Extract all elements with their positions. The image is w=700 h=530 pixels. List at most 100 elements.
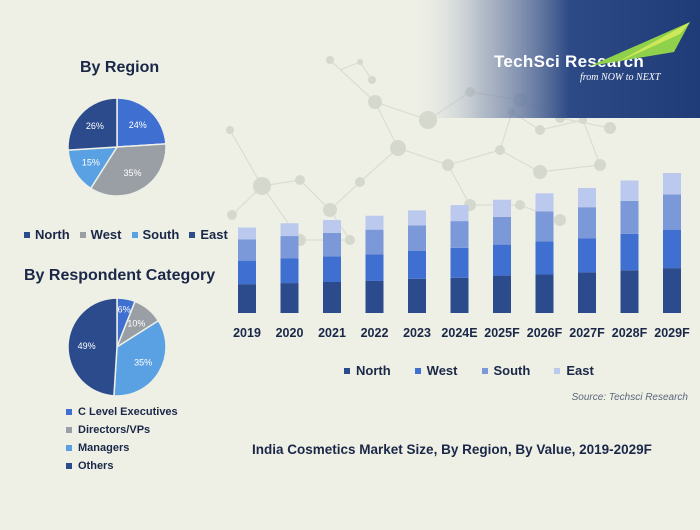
- legend-swatch: [66, 463, 72, 469]
- bar-legend-west: West: [414, 363, 458, 378]
- x-tick-label: 2024E: [441, 326, 477, 340]
- bar-east-2027f: [578, 187, 596, 208]
- legend-item-east: East: [189, 227, 228, 242]
- bar-south-2028f: [620, 200, 639, 234]
- bar-east-2029f: [663, 173, 681, 195]
- respondent-pie-chart: 6% 10% 35% 49%: [67, 297, 167, 397]
- legend-swatch: [24, 231, 30, 238]
- respondent-slice-label: 35%: [134, 357, 152, 367]
- bar-legend-east: East: [554, 363, 594, 378]
- x-tick-label: 2029F: [654, 326, 690, 340]
- x-tick-label: 2021: [318, 326, 346, 340]
- legend-swatch: [189, 231, 196, 238]
- x-tick-label: 2025F: [484, 326, 520, 340]
- bar-south-2021: [323, 232, 341, 257]
- region-slice-east: [67, 97, 118, 151]
- legend-item-north: North: [24, 227, 70, 242]
- bar-west-2022: [365, 254, 384, 281]
- legend-label: East: [200, 227, 228, 242]
- bar-south-2020: [280, 236, 299, 259]
- region-slice-label: 24%: [129, 120, 147, 130]
- bar-north-2022: [365, 280, 384, 313]
- legend-label: C Level Executives: [78, 406, 178, 418]
- source-note: Source: Techsci Research: [571, 392, 688, 403]
- brand-name: TechSci Research: [494, 52, 645, 71]
- bar-east-2026f: [535, 193, 554, 212]
- legend-label: West: [90, 227, 122, 242]
- bar-north-2025f: [493, 275, 511, 313]
- legend-swatch: [79, 231, 86, 238]
- legend-label: West: [426, 363, 458, 378]
- bar-south-2025f: [493, 216, 511, 245]
- bar-west-2029f: [663, 229, 681, 269]
- region-slice-north: [116, 97, 167, 148]
- bar-north-2026f: [535, 274, 554, 313]
- legend-swatch: [344, 367, 350, 374]
- region-slice-label: 35%: [123, 168, 141, 178]
- bar-north-2019: [238, 284, 256, 313]
- bar-legend-north: North: [344, 363, 391, 378]
- bar-east-2023: [408, 210, 426, 226]
- x-tick-label: 2019: [233, 326, 261, 340]
- bar-legend: North West South East: [344, 363, 594, 378]
- x-tick-label: 2023: [403, 326, 431, 340]
- bar-west-2026f: [535, 241, 554, 275]
- bar-east-2024e: [450, 205, 469, 222]
- bar-west-2027f: [578, 238, 596, 273]
- logo-mark-icon: [590, 22, 690, 66]
- bar-legend-south: South: [481, 363, 531, 378]
- legend-item-south: South: [131, 227, 180, 242]
- x-tick-label: 2028F: [612, 326, 648, 340]
- legend-item-west: West: [79, 227, 122, 242]
- brand-corner-background: [410, 0, 700, 118]
- respondent-legend: C Level Executives Directors/VPs Manager…: [66, 403, 178, 475]
- legend-swatch: [414, 367, 421, 374]
- bar-south-2024e: [450, 221, 469, 248]
- bar-east-2020: [280, 223, 299, 237]
- bar-north-2024e: [450, 277, 469, 313]
- legend-label: Managers: [78, 442, 130, 454]
- legend-item-managers: Managers: [66, 439, 178, 457]
- respondent-slice-others: [67, 297, 118, 397]
- market-size-bar-chart: 2019 2020 2021 2022 2023 2024E 2025F 2026F 2027F…: [233, 173, 690, 340]
- bar-west-2020: [280, 258, 299, 284]
- region-slice-label: 26%: [86, 121, 104, 131]
- respondent-slice-label: 49%: [78, 341, 96, 351]
- legend-label: East: [566, 363, 594, 378]
- bar-west-2025f: [493, 244, 511, 276]
- bar-south-2029f: [663, 194, 681, 230]
- x-tick-label: 2020: [276, 326, 304, 340]
- respondent-slice-managers: [113, 319, 167, 397]
- bar-west-2028f: [620, 233, 639, 271]
- legend-label: South: [142, 227, 180, 242]
- bar-east-2022: [365, 215, 384, 230]
- bar-north-2020: [280, 283, 299, 313]
- brand-logo: TechSci Research from NOW to NEXT: [494, 22, 690, 83]
- legend-swatch: [66, 445, 72, 451]
- legend-label: South: [493, 363, 531, 378]
- chart-title: India Cosmetics Market Size, By Region, …: [252, 442, 652, 457]
- legend-swatch: [554, 367, 561, 374]
- respondent-title: By Respondent Category: [24, 267, 216, 284]
- legend-item-c-level: C Level Executives: [66, 403, 178, 421]
- x-tick-label: 2027F: [569, 326, 605, 340]
- bar-north-2028f: [620, 270, 639, 313]
- bar-west-2023: [408, 251, 426, 279]
- bar-north-2023: [408, 278, 426, 313]
- region-pie-chart: 24% 35% 15% 26%: [67, 97, 167, 197]
- legend-label: North: [356, 363, 391, 378]
- legend-item-others: Others: [66, 457, 178, 475]
- bar-west-2021: [323, 256, 341, 283]
- bar-north-2027f: [578, 272, 596, 313]
- bar-south-2019: [238, 239, 256, 261]
- x-tick-label: 2022: [361, 326, 389, 340]
- bar-east-2025f: [493, 199, 511, 217]
- respondent-slice-label: 6%: [118, 304, 131, 314]
- bar-west-2024e: [450, 247, 469, 278]
- legend-label: Directors/VPs: [78, 424, 151, 436]
- bar-south-2023: [408, 225, 426, 252]
- region-title: By Region: [80, 59, 160, 76]
- legend-item-directors: Directors/VPs: [66, 421, 178, 439]
- bar-east-2021: [323, 220, 341, 233]
- legend-swatch: [66, 409, 72, 415]
